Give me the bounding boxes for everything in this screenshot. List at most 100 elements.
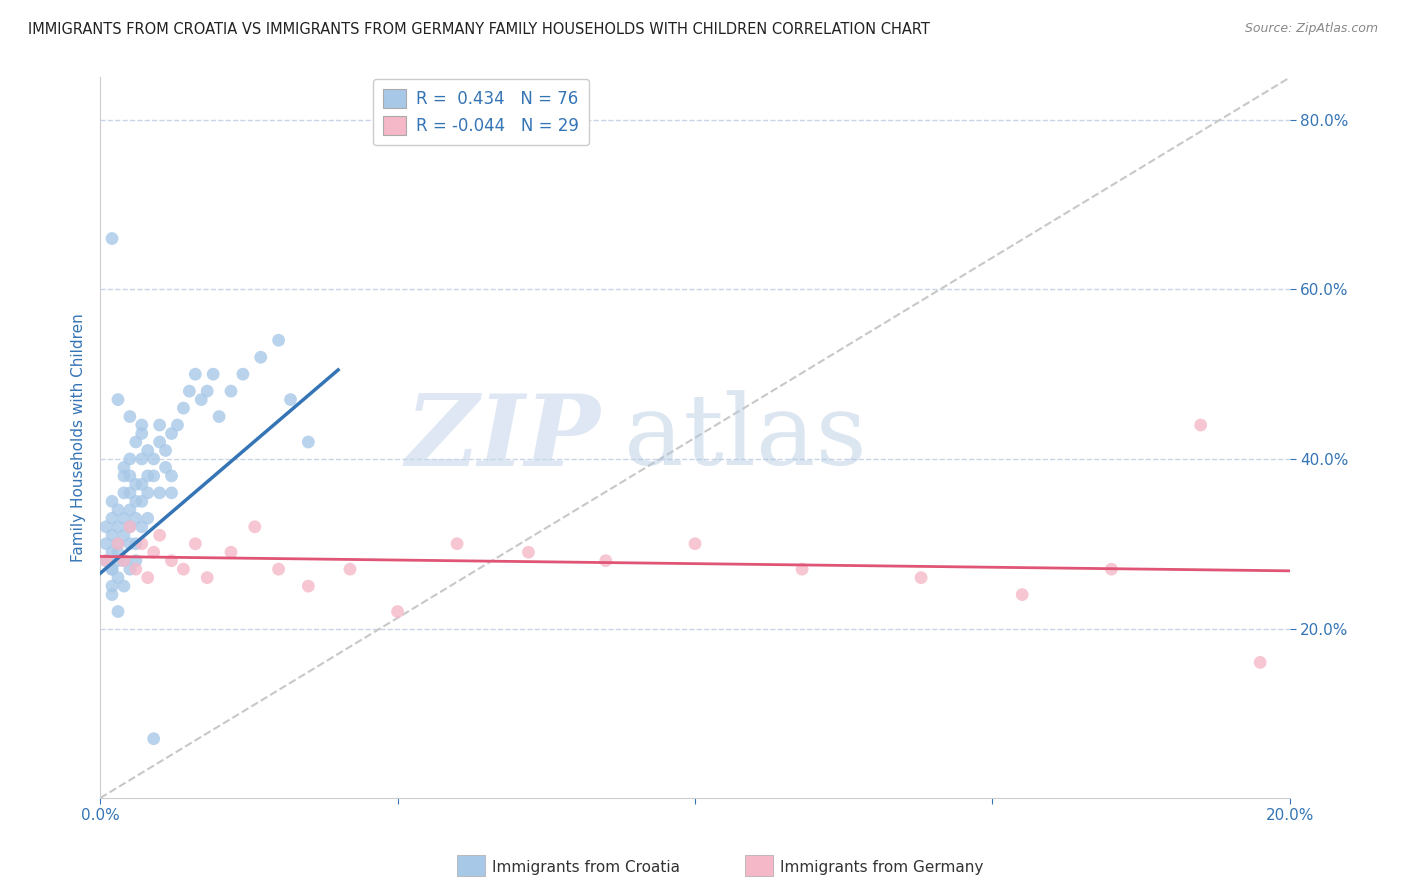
Point [112, 528, 135, 542]
Point [131, 477, 153, 491]
Point [131, 452, 153, 467]
Point [101, 562, 124, 576]
Text: Source: ZipAtlas.com: Source: ZipAtlas.com [1244, 22, 1378, 36]
Point [1011, 588, 1033, 602]
Point [249, 350, 271, 364]
Point [1099, 562, 1122, 576]
Point [125, 477, 148, 491]
Point [142, 545, 165, 559]
Point [131, 417, 153, 432]
Point [107, 545, 129, 559]
Point [118, 537, 141, 551]
Text: Immigrants from Germany: Immigrants from Germany [780, 861, 984, 875]
Point [136, 571, 159, 585]
Point [149, 528, 172, 542]
Point [131, 537, 153, 551]
Point [101, 545, 124, 559]
Point [267, 562, 290, 576]
Point [142, 469, 165, 483]
Point [1189, 417, 1212, 432]
Point [101, 494, 124, 508]
Point [107, 537, 129, 551]
Point [125, 554, 148, 568]
Point [118, 452, 141, 467]
Point [112, 554, 135, 568]
Point [184, 367, 207, 381]
Point [219, 545, 242, 559]
Point [118, 520, 141, 534]
Point [101, 231, 124, 245]
Point [790, 562, 813, 576]
Text: Immigrants from Croatia: Immigrants from Croatia [492, 861, 681, 875]
Point [131, 426, 153, 441]
Point [1249, 656, 1271, 670]
Point [166, 417, 188, 432]
Point [172, 401, 194, 415]
Point [595, 554, 617, 568]
Point [446, 537, 468, 551]
Point [136, 511, 159, 525]
Point [243, 520, 266, 534]
Point [107, 520, 129, 534]
Point [118, 503, 141, 517]
Point [125, 494, 148, 508]
Point [125, 511, 148, 525]
Point [387, 605, 409, 619]
Point [101, 588, 124, 602]
Point [125, 537, 148, 551]
Point [149, 486, 172, 500]
Point [136, 486, 159, 500]
Point [107, 554, 129, 568]
Point [101, 528, 124, 542]
Point [107, 503, 129, 517]
Point [118, 562, 141, 576]
Point [118, 520, 141, 534]
Point [112, 469, 135, 483]
Point [202, 367, 225, 381]
Point [136, 443, 159, 458]
Point [195, 384, 218, 398]
Point [94, 554, 117, 568]
Point [112, 486, 135, 500]
Point [112, 554, 135, 568]
Point [910, 571, 932, 585]
Point [208, 409, 231, 424]
Point [149, 435, 172, 450]
Point [107, 392, 129, 407]
Point [195, 571, 218, 585]
Point [160, 554, 183, 568]
Point [112, 511, 135, 525]
Y-axis label: Family Households with Children: Family Households with Children [72, 313, 86, 562]
Point [118, 469, 141, 483]
Point [297, 435, 319, 450]
Point [118, 409, 141, 424]
Point [125, 562, 148, 576]
Point [107, 571, 129, 585]
Point [160, 469, 183, 483]
Point [184, 537, 207, 551]
Point [517, 545, 540, 559]
Point [131, 494, 153, 508]
Point [683, 537, 706, 551]
Point [155, 443, 177, 458]
Point [232, 367, 254, 381]
Point [101, 579, 124, 593]
Point [190, 392, 212, 407]
Point [172, 562, 194, 576]
Point [101, 562, 124, 576]
Point [107, 605, 129, 619]
Point [136, 469, 159, 483]
Point [297, 579, 319, 593]
Legend: R =  0.434   N = 76, R = -0.044   N = 29: R = 0.434 N = 76, R = -0.044 N = 29 [373, 78, 589, 145]
Point [107, 537, 129, 551]
Point [219, 384, 242, 398]
Point [155, 460, 177, 475]
Point [267, 333, 290, 347]
Point [131, 520, 153, 534]
Point [112, 460, 135, 475]
Point [339, 562, 361, 576]
Point [142, 731, 165, 746]
Point [118, 486, 141, 500]
Point [94, 537, 117, 551]
Point [101, 511, 124, 525]
